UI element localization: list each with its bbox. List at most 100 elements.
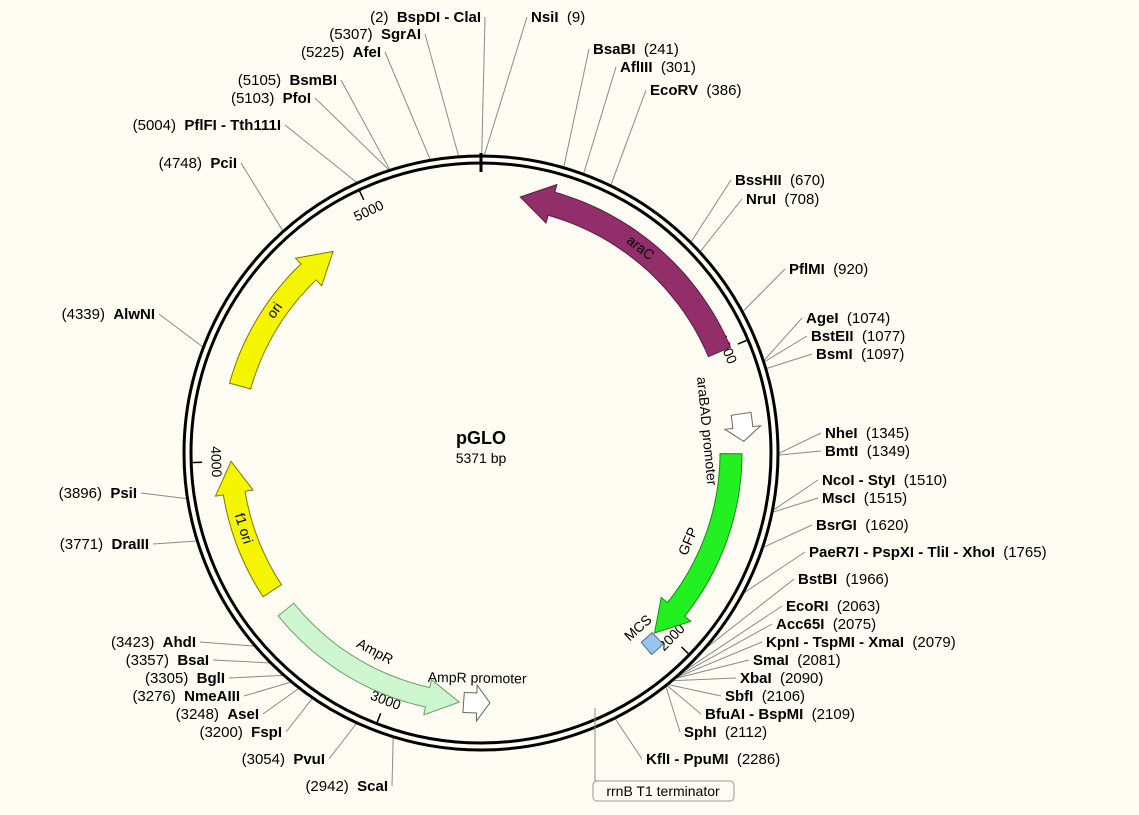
- label-gap: [904, 634, 912, 651]
- leader-line: [228, 674, 285, 679]
- site-position: (1077): [862, 328, 905, 345]
- site-label-afei: (5225) AfeI: [301, 44, 381, 61]
- site-position: (1074): [847, 310, 890, 327]
- label-gap: [776, 191, 784, 208]
- leader-line: [582, 66, 617, 175]
- label-gap: [698, 82, 706, 99]
- site-position: (3305): [145, 670, 188, 687]
- site-position: (1765): [1003, 544, 1046, 561]
- site-name: SphI: [684, 724, 717, 741]
- site-name: EcoRI: [786, 598, 829, 615]
- leader-line: [424, 33, 460, 157]
- site-label-bgli: (3305) BglI: [145, 670, 225, 687]
- site-position: (3896): [59, 485, 102, 502]
- feature-arrow-ampr: [277, 602, 461, 716]
- leader-line: [481, 16, 486, 157]
- rrnb-terminator: rrnB T1 terminator: [592, 708, 735, 802]
- site-label-bsteii: BstEII (1077): [811, 328, 905, 345]
- label-gap: [837, 571, 845, 588]
- site-position: (1515): [864, 490, 907, 507]
- site-name: NsiI: [531, 9, 559, 26]
- site-label-paer7i-pspxi-tlii-xhoi: PaeR7I - PspXI - TliI - XhoI (1765): [809, 544, 1047, 561]
- site-name: BssHII: [735, 172, 782, 189]
- leader-line: [674, 641, 763, 679]
- label-gap: [857, 517, 865, 534]
- site-name: XbaI: [740, 670, 772, 687]
- site-position: (3423): [111, 634, 154, 651]
- leader-line: [675, 623, 773, 678]
- leader-line: [742, 268, 786, 313]
- site-label-nsii: NsiI (9): [531, 9, 585, 26]
- site-position: (708): [784, 191, 819, 208]
- site-position: (4339): [62, 306, 105, 323]
- site-name: EcoRV: [650, 82, 698, 99]
- site-name: MscI: [822, 490, 855, 507]
- leader-line: [666, 684, 702, 715]
- site-label-bsmi: BsmI (1097): [816, 346, 904, 363]
- site-label-sgrai: (5307) SgrAI: [329, 26, 421, 43]
- label-gap: [281, 72, 289, 89]
- site-label-ahdi: (3423) AhdI: [111, 634, 196, 651]
- site-position: (2): [370, 9, 388, 26]
- leader-line: [240, 162, 284, 232]
- site-position: (3248): [176, 706, 219, 723]
- feature-label-arabad-promoter: araBAD promoter: [694, 376, 720, 486]
- feature-ampr: AmpR: [277, 602, 461, 716]
- site-labels: NsiI (9) BsaBI (241)AflIII (301) EcoRV (38…: [59, 9, 1047, 795]
- site-position: (2063): [837, 598, 880, 615]
- site-label-alwni: (4339) AlwNI: [62, 306, 155, 323]
- leader-line: [763, 317, 803, 362]
- site-name: BstEII: [811, 328, 854, 345]
- site-position: (2090): [780, 670, 823, 687]
- site-label-kpni-tspmi-xmai: KpnI - TspMI - XmaI (2079): [766, 634, 956, 651]
- feature-arac: araC: [519, 183, 732, 358]
- site-name: NcoI - StyI: [822, 472, 895, 489]
- site-label-draiii: (3771) DraIII: [60, 536, 149, 553]
- label-gap: [753, 688, 761, 705]
- label-gap: [202, 155, 210, 172]
- site-label-kfli-ppumi: KflI - PpuMI (2286): [646, 751, 780, 768]
- label-gap: [388, 9, 396, 26]
- label-gap: [636, 41, 644, 58]
- leader-line: [699, 198, 743, 253]
- label-gap: [176, 117, 184, 134]
- leader-line: [284, 124, 358, 184]
- site-position: (3771): [60, 536, 103, 553]
- label-gap: [772, 670, 780, 687]
- leader-line: [314, 97, 390, 171]
- tick-label: 5000: [351, 197, 386, 225]
- plasmid-name: pGLO: [456, 428, 506, 448]
- site-label-bsrgi: BsrGI (1620): [816, 517, 909, 534]
- site-name: AflIII: [620, 59, 653, 76]
- leader-line: [199, 641, 256, 647]
- site-position: (2942): [305, 778, 348, 795]
- site-name: BsmBI: [289, 72, 337, 89]
- site-name: BstBI: [798, 571, 837, 588]
- label-gap: [344, 44, 352, 61]
- site-label-sphi: SphI (2112): [684, 724, 767, 741]
- site-position: (301): [661, 59, 696, 76]
- site-name: PfoI: [283, 90, 311, 107]
- site-position: (5004): [133, 117, 176, 134]
- site-label-bspdi-clai: (2) BspDI - ClaI: [370, 9, 481, 26]
- leader-line: [384, 51, 431, 161]
- leader-line: [665, 685, 681, 733]
- leader-line: [140, 492, 188, 500]
- label-gap: [653, 59, 661, 76]
- label-gap: [895, 472, 903, 489]
- site-name: BsrGI: [816, 517, 857, 534]
- label-gap: [789, 652, 797, 669]
- feature-arrow-mcs: [640, 631, 664, 656]
- label-gap: [102, 485, 110, 502]
- label-gap: [829, 598, 837, 615]
- feature-arrows: araC araBAD promoter GFP MCS AmpR promoterAm…: [214, 183, 763, 723]
- site-name: ScaI: [357, 778, 388, 795]
- label-gap: [103, 536, 111, 553]
- site-position: (241): [644, 41, 679, 58]
- leader-line: [614, 717, 643, 760]
- site-position: (2106): [762, 688, 805, 705]
- site-name: SmaI: [753, 652, 789, 669]
- site-label-ecorv: EcoRV (386): [650, 82, 741, 99]
- site-name: PaeR7I - PspXI - TliI - XhoI: [809, 544, 995, 561]
